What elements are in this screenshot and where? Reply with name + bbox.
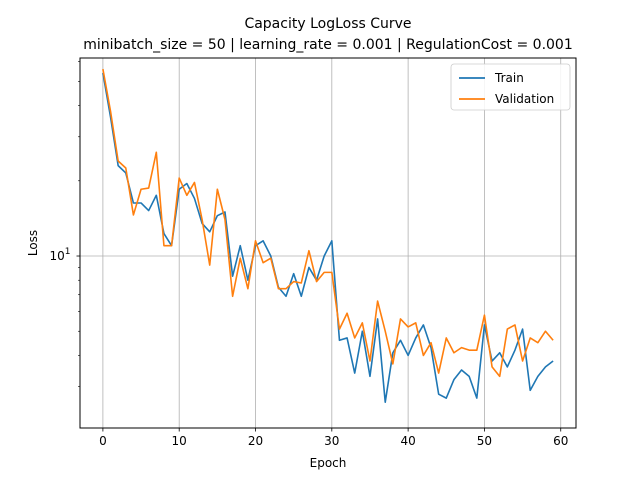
legend-label-validation: Validation <box>495 92 554 106</box>
x-tick-label: 0 <box>99 434 107 448</box>
x-tick-label: 60 <box>553 434 568 448</box>
chart-title: Capacity LogLoss Curve <box>244 16 411 32</box>
series-line-validation <box>102 68 554 378</box>
x-axis: 0 10 20 30 40 50 60 <box>99 428 568 448</box>
x-tick-label: 10 <box>172 434 187 448</box>
plot-frame <box>79 57 577 429</box>
x-tick-label: 40 <box>400 434 415 448</box>
x-axis-label: Epoch <box>310 456 347 470</box>
y-axis-label: Loss <box>26 230 40 256</box>
y-tick-label: 101 <box>49 247 70 263</box>
x-tick-label: 30 <box>324 434 339 448</box>
series-group <box>102 68 554 404</box>
legend: Train Validation <box>450 63 571 111</box>
series-line-train <box>102 72 554 404</box>
y-axis: 101 <box>49 61 80 387</box>
legend-label-train: Train <box>494 71 524 85</box>
x-tick-label: 50 <box>477 434 492 448</box>
x-tick-label: 20 <box>248 434 263 448</box>
chart-subtitle: minibatch_size = 50 | learning_rate = 0.… <box>83 37 573 53</box>
